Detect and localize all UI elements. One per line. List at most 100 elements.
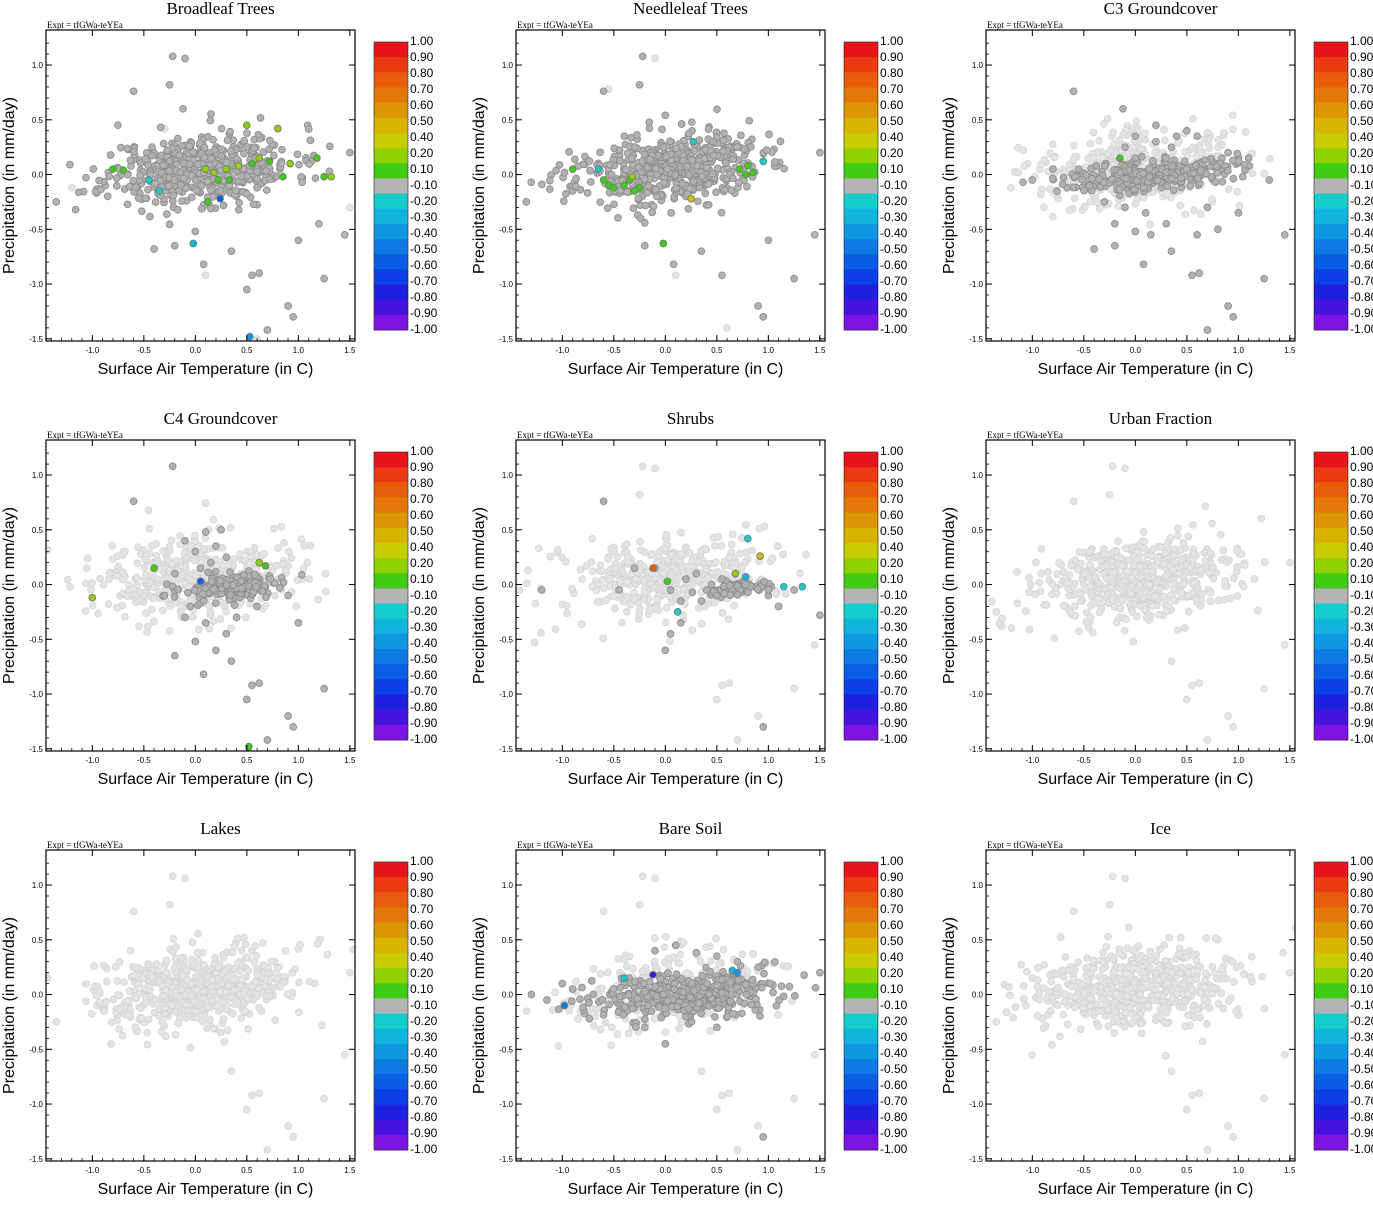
light-point [109, 542, 116, 549]
light-point [600, 635, 607, 642]
dark-point [106, 173, 113, 180]
dark-point [256, 270, 263, 277]
light-point [1106, 491, 1113, 498]
dark-point [135, 195, 142, 202]
colorbar-label: 0.40 [410, 130, 434, 144]
colorbar-label: 0.80 [410, 66, 434, 80]
x-tick-label: -1.0 [85, 756, 99, 765]
dark-point [178, 182, 185, 189]
dark-point [1123, 175, 1130, 182]
light-point [188, 981, 195, 988]
colorbar-swatch [1314, 664, 1348, 680]
light-point [1077, 591, 1084, 598]
dark-point [677, 598, 684, 605]
dark-point [231, 602, 238, 609]
dark-point [192, 638, 199, 645]
light-point [206, 603, 213, 610]
dark-point [145, 162, 152, 169]
colorbar-label: 0.60 [1350, 508, 1373, 522]
expt-label: Expt = tfGWa-teYEa [987, 430, 1063, 440]
dark-point [236, 199, 243, 206]
colorbar-label: 1.00 [410, 444, 434, 458]
dark-point [765, 237, 772, 244]
light-point [307, 542, 314, 549]
dark-point [546, 177, 553, 184]
light-point [1087, 140, 1094, 147]
light-point [715, 534, 722, 541]
y-tick-label: 0.5 [502, 116, 514, 125]
light-point [96, 999, 103, 1006]
light-point [1125, 557, 1132, 564]
dark-point [642, 202, 649, 209]
light-point [1281, 641, 1288, 648]
dark-point [254, 168, 261, 175]
colorbar-swatch [844, 178, 878, 194]
light-point [525, 567, 532, 574]
light-point [298, 536, 305, 543]
y-tick-label: -1.5 [969, 745, 983, 754]
light-point [260, 940, 267, 947]
colorbar-label: 0.50 [410, 524, 434, 538]
dark-point [597, 149, 604, 156]
light-point [996, 620, 1003, 627]
light-point [159, 1019, 166, 1026]
light-point [221, 1038, 228, 1045]
dark-point [1281, 231, 1288, 238]
colorbar-swatch [374, 224, 408, 240]
light-point [1150, 546, 1157, 553]
light-point [148, 542, 155, 549]
dark-point [167, 157, 174, 164]
dark-point [1120, 105, 1127, 112]
y-tick-label: -1.5 [29, 335, 43, 344]
light-point [1161, 560, 1168, 567]
dark-point [152, 199, 159, 206]
light-point [103, 998, 110, 1005]
light-point [678, 529, 685, 536]
colorbar-label: 0.90 [410, 50, 434, 64]
light-point [1143, 614, 1150, 621]
light-point [318, 1022, 325, 1029]
colorbar-label: 0.70 [410, 82, 434, 96]
colorbar-swatch [1314, 239, 1348, 255]
light-point [731, 602, 738, 609]
light-point [166, 627, 173, 634]
light-point [237, 982, 244, 989]
x-tick-label: -0.5 [607, 346, 621, 355]
colored-point [190, 240, 197, 247]
dark-point [721, 130, 728, 137]
dark-point [290, 724, 297, 731]
colorbar-swatch [844, 254, 878, 270]
light-point [1207, 550, 1214, 557]
x-tick-label: 0.0 [660, 756, 672, 765]
dark-point [306, 161, 313, 168]
light-point [627, 601, 634, 608]
dark-point [817, 612, 824, 619]
y-tick-label: -1.0 [969, 280, 983, 289]
dark-point [277, 585, 284, 592]
dark-point [621, 133, 628, 140]
dark-point [710, 152, 717, 159]
dark-point [754, 586, 761, 593]
light-point [780, 551, 787, 558]
dark-point [641, 176, 648, 183]
points-layer [516, 463, 823, 744]
colored-point [120, 167, 127, 174]
x-tick-label: -1.0 [85, 346, 99, 355]
colorbar-swatch [844, 528, 878, 544]
colorbar-swatch [844, 513, 878, 529]
colorbar-swatch [844, 300, 878, 316]
dark-point [200, 261, 207, 268]
dark-point [710, 138, 717, 145]
dark-point [72, 206, 79, 213]
light-point [281, 540, 288, 547]
dark-point [722, 160, 729, 167]
colorbar-swatch [374, 588, 408, 604]
dark-point [1225, 167, 1232, 174]
y-tick-label: 0.5 [32, 526, 44, 535]
colorbar-swatch [374, 695, 408, 711]
colorbar-label: 0.80 [880, 476, 904, 490]
colored-point [256, 559, 263, 566]
expt-label: Expt = tfGWa-teYEa [987, 20, 1063, 30]
